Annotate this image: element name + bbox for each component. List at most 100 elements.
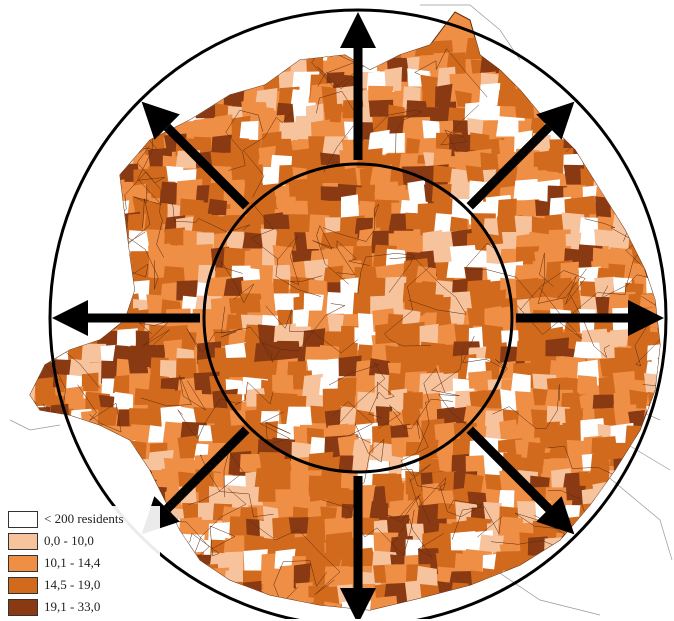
- district-boundary: [646, 14, 660, 55]
- district-patch: [663, 555, 674, 575]
- district-patch: [180, 67, 200, 88]
- district-patch: [176, 280, 198, 301]
- district-patch: [548, 598, 576, 610]
- district-patch: [630, 84, 653, 108]
- district-patch: [561, 422, 583, 445]
- district-boundary: [104, 171, 165, 232]
- district-patch: [46, 122, 74, 146]
- district-boundary: [439, 483, 484, 518]
- district-patch: [485, 612, 509, 619]
- district-patch: [581, 69, 605, 93]
- district-patch: [598, 506, 621, 525]
- district-patch: [81, 437, 109, 455]
- district-boundary: [136, 146, 165, 258]
- district-patch: [35, 387, 57, 408]
- district-patch: [546, 566, 571, 591]
- district-patch: [161, 70, 185, 94]
- district-patch: [37, 258, 64, 282]
- district-boundary: [389, 256, 467, 315]
- district-patch: [596, 564, 620, 586]
- district-patch: [66, 264, 91, 288]
- district-boundary: [451, 506, 502, 540]
- district-patch: [66, 50, 92, 77]
- district-patch: [627, 68, 647, 93]
- district-patch: [38, 164, 59, 185]
- arrows-group: [52, 12, 664, 619]
- district-patch: [113, 58, 137, 80]
- district-boundary: [248, 520, 341, 595]
- district-patch: [131, 68, 157, 88]
- district-patch: [52, 280, 81, 299]
- district-patch: [214, 114, 234, 140]
- arrow-north-west-head: [141, 101, 180, 140]
- district-patch: [645, 123, 660, 144]
- district-patch: [30, 275, 45, 303]
- district-patch: [612, 550, 636, 571]
- district-patch: [85, 228, 106, 250]
- district-patch: [594, 597, 612, 610]
- district-patch: [368, 99, 394, 117]
- district-patch: [625, 563, 647, 587]
- district-patch: [240, 293, 264, 313]
- district-patch: [100, 437, 121, 457]
- district-patch: [243, 49, 268, 72]
- district-patch: [55, 86, 81, 109]
- district-patch: [53, 170, 78, 194]
- district-patch: [478, 534, 501, 553]
- district-patch: [338, 355, 362, 377]
- district-patch: [34, 473, 52, 498]
- district-patch: [293, 426, 311, 446]
- district-patch: [646, 439, 660, 460]
- district-patch: [77, 54, 105, 76]
- district-patch: [580, 40, 600, 61]
- district-patch: [594, 276, 615, 298]
- district-patch: [657, 105, 660, 123]
- district-patch: [530, 595, 552, 610]
- district-patch: [30, 325, 37, 350]
- district-patch: [326, 612, 351, 619]
- district-patch: [114, 134, 140, 156]
- district-patch: [660, 38, 674, 58]
- district-patch: [97, 248, 128, 269]
- legend-item: < 200 residents: [8, 508, 158, 530]
- district-patch: [254, 466, 277, 487]
- district-patch: [132, 197, 150, 214]
- legend-swatch: [8, 598, 38, 616]
- district-patch: [50, 329, 70, 346]
- district-patch: [100, 214, 124, 234]
- district-patch: [159, 181, 182, 205]
- district-patch: [317, 345, 344, 363]
- district-patch: [623, 261, 645, 280]
- district-patch: [431, 183, 456, 202]
- district-patch: [32, 406, 51, 425]
- district-patch: [99, 103, 120, 120]
- district-patch: [487, 601, 506, 610]
- district-patch: [102, 281, 119, 305]
- district-patch: [143, 55, 167, 75]
- district-patch: [625, 216, 644, 236]
- district-patch: [530, 359, 555, 379]
- district-patch: [589, 451, 610, 477]
- district-patch: [159, 535, 188, 557]
- district-patch: [657, 506, 660, 531]
- district-patch: [128, 39, 152, 62]
- district-patch: [662, 538, 674, 562]
- district-patch: [608, 180, 625, 204]
- district-boundary: [414, 48, 488, 98]
- district-patch: [176, 85, 196, 105]
- district-patch: [560, 392, 582, 412]
- district-patch: [197, 563, 220, 584]
- district-patch: [480, 55, 500, 74]
- district-patch: [30, 459, 46, 477]
- district-patch: [610, 87, 636, 107]
- district-patch: [610, 52, 636, 71]
- district-patch: [599, 339, 618, 363]
- district-patch: [646, 565, 660, 588]
- district-patch: [112, 469, 138, 492]
- district-patch: [622, 535, 644, 559]
- district-patch: [69, 137, 96, 158]
- arrow-east-head: [628, 300, 664, 336]
- district-patch: [544, 51, 571, 72]
- district-boundary: [492, 384, 560, 429]
- district-patch: [468, 370, 493, 389]
